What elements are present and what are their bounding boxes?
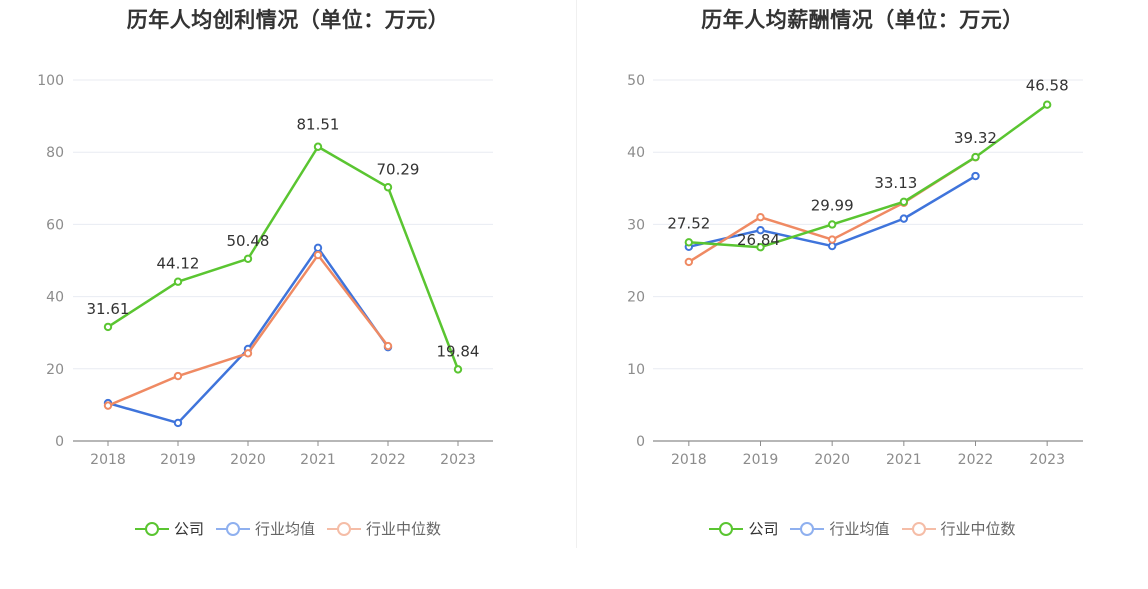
data-label: 39.32 [954,129,997,147]
chart-legend: 公司 行业均值 行业中位数 [0,518,576,539]
series-line-industry_avg [107,246,390,425]
data-point-company [756,243,765,252]
legend-item-company[interactable]: 公司 [709,518,778,539]
x-tick-label: 2018 [671,452,707,468]
data-point-industry_avg [971,171,980,181]
data-point-company [899,197,909,207]
legend-marker-company [709,521,744,537]
legend-label: 行业均值 [829,520,890,538]
line-chart-profit: 0 20 40 60 80 100 2018 2019 2020 2021 2022 2023 31.6… [37,73,493,468]
chart-title: 历年人均创利情况（单位：万元） [126,8,450,32]
data-point-industry_median [684,257,694,267]
data-label: 27.52 [667,214,710,232]
y-tick-label: 0 [636,434,645,450]
data-point-industry_avg [756,225,765,235]
legend-item-industry-median[interactable]: 行业中位数 [901,518,1016,539]
legend-marker-industry-median [901,521,936,537]
data-label: 19.84 [437,342,480,360]
data-point-company [1042,100,1052,109]
y-tick-label: 0 [55,434,64,450]
data-point-company [103,322,113,332]
legend-item-industry-avg[interactable]: 行业均值 [790,518,890,539]
x-tick-label: 2019 [160,452,196,468]
x-tick-label: 2019 [743,452,779,468]
data-point-industry_avg [173,418,183,428]
x-tick-label: 2020 [814,452,850,468]
series-line-company [107,145,460,370]
data-point-company [383,183,393,192]
x-tick-label: 2022 [958,452,994,468]
data-point-industry_avg [827,241,837,251]
data-label: 29.99 [811,196,854,214]
legend-label: 行业均值 [254,520,315,538]
data-point-industry_avg [313,243,323,253]
x-tick-label: 2018 [90,452,126,468]
y-tick-label: 20 [46,362,64,378]
y-tick-label: 10 [627,362,645,378]
legend-item-industry-avg[interactable]: 行业均值 [215,518,315,539]
legend-label: 公司 [173,520,204,538]
line-chart-salary: 0 10 20 30 40 50 2018 2019 2020 2021 2022 2023 27.52… [627,73,1083,468]
chart-legend: 公司 行业均值 行业中位数 [577,518,1148,539]
y-tick-label: 100 [37,73,64,89]
data-point-company [684,238,694,247]
data-point-industry_median [827,235,837,244]
x-tick-label: 2023 [1029,452,1065,468]
data-point-industry_median [756,212,765,222]
panel-divider [576,0,577,548]
legend-marker-industry-median [327,521,361,537]
data-label: 33.13 [874,174,917,192]
data-point-industry_avg [899,214,909,223]
data-label: 50.48 [227,232,270,250]
data-label: 70.29 [377,160,420,178]
x-tick-label: 2021 [300,452,336,468]
x-tick-label: 2023 [440,452,476,468]
data-label: 46.58 [1026,77,1069,95]
y-tick-label: 40 [627,145,645,161]
data-point-company [453,365,463,374]
legend-item-company[interactable]: 公司 [134,518,204,539]
data-point-company [313,142,323,151]
legend-marker-industry-avg [790,521,825,537]
legend-marker-industry-avg [215,521,250,537]
data-point-industry_median [103,401,113,410]
chart-panel-salary: 历年人均薪酬情况（单位：万元） 0 10 20 30 40 50 2018 2019 2020 2… [577,0,1148,589]
legend-label: 行业中位数 [366,520,442,538]
y-tick-label: 60 [46,217,64,233]
series-line-industry_median [107,253,389,407]
chart-panel-profit: 历年人均创利情况（单位：万元） 0 20 40 60 80 100 2018 2019 2020… [0,8,576,539]
y-tick-label: 30 [627,217,645,233]
data-point-industry_median [173,371,183,381]
legend-label: 公司 [748,520,779,538]
data-point-industry_median [313,250,323,260]
y-tick-label: 50 [627,73,645,89]
y-tick-label: 40 [46,290,64,306]
data-label: 81.51 [297,116,340,134]
data-point-industry_median [383,341,393,351]
x-tick-label: 2022 [370,452,406,468]
x-tick-label: 2021 [886,452,922,468]
series-line-company [688,103,1048,249]
data-point-company [173,277,183,286]
legend-label: 行业中位数 [940,520,1016,538]
data-point-company [971,152,980,162]
data-label: 26.84 [737,231,780,249]
data-label: 44.12 [157,255,200,273]
y-tick-label: 20 [627,290,645,306]
legend-item-industry-median[interactable]: 行业中位数 [327,518,441,539]
data-point-company [243,254,253,263]
chart-title: 历年人均薪酬情况（单位：万元） [701,8,1024,32]
data-point-company [827,220,837,229]
legend-marker-company [134,521,169,537]
y-tick-label: 80 [46,145,64,161]
data-point-industry_median [243,349,253,358]
data-label: 31.61 [87,300,130,318]
x-tick-label: 2020 [230,452,266,468]
